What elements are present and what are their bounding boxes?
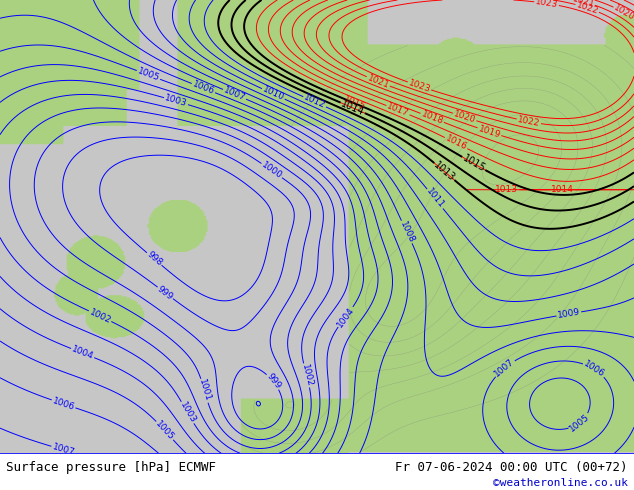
Text: 1006: 1006 (191, 80, 216, 97)
Text: 1007: 1007 (222, 86, 247, 103)
Text: 1009: 1009 (557, 308, 581, 320)
Text: ©weatheronline.co.uk: ©weatheronline.co.uk (493, 478, 628, 488)
Text: 1013: 1013 (495, 185, 519, 194)
Text: 1003: 1003 (164, 94, 188, 109)
Text: 1020: 1020 (452, 109, 477, 125)
Text: 1017: 1017 (385, 102, 410, 119)
Text: 1007: 1007 (51, 442, 75, 458)
Text: 998: 998 (145, 250, 164, 268)
Text: 1008: 1008 (398, 220, 416, 245)
Text: Surface pressure [hPa] ECMWF: Surface pressure [hPa] ECMWF (6, 461, 216, 474)
Text: 1006: 1006 (51, 396, 76, 412)
Text: 1002: 1002 (300, 363, 314, 388)
Text: 1021: 1021 (366, 73, 391, 90)
Text: 1012: 1012 (302, 93, 327, 111)
Text: 1011: 1011 (424, 187, 446, 211)
Text: 1000: 1000 (260, 160, 284, 181)
Text: 1023: 1023 (407, 78, 432, 94)
Text: 1004: 1004 (335, 305, 356, 329)
Text: 1020: 1020 (612, 3, 634, 23)
Text: 1006: 1006 (582, 359, 606, 379)
Text: 1022: 1022 (517, 115, 541, 128)
Text: 1015: 1015 (460, 153, 487, 174)
Text: 1001: 1001 (197, 378, 212, 403)
Text: 1010: 1010 (261, 85, 286, 103)
Text: 1014: 1014 (340, 98, 366, 117)
Text: 999: 999 (264, 372, 282, 391)
Text: 1022: 1022 (575, 0, 600, 16)
Text: 1016: 1016 (444, 134, 469, 152)
Text: 1023: 1023 (534, 0, 559, 10)
Text: Fr 07-06-2024 00:00 UTC (00+72): Fr 07-06-2024 00:00 UTC (00+72) (395, 461, 628, 474)
Text: 1014: 1014 (551, 185, 574, 194)
Text: 1002: 1002 (88, 307, 112, 325)
Text: 1021: 1021 (571, 0, 595, 9)
Text: 1005: 1005 (568, 412, 592, 433)
Text: 1019: 1019 (477, 124, 501, 140)
Text: 1005: 1005 (136, 67, 161, 83)
Text: 1005: 1005 (153, 419, 176, 442)
Text: 1007: 1007 (493, 357, 516, 379)
Text: 1015: 1015 (342, 95, 367, 112)
Text: 1004: 1004 (70, 344, 95, 362)
Text: 1013: 1013 (432, 160, 457, 183)
Text: 1018: 1018 (420, 109, 444, 126)
Text: 999: 999 (156, 284, 175, 302)
Text: 1003: 1003 (178, 400, 197, 425)
